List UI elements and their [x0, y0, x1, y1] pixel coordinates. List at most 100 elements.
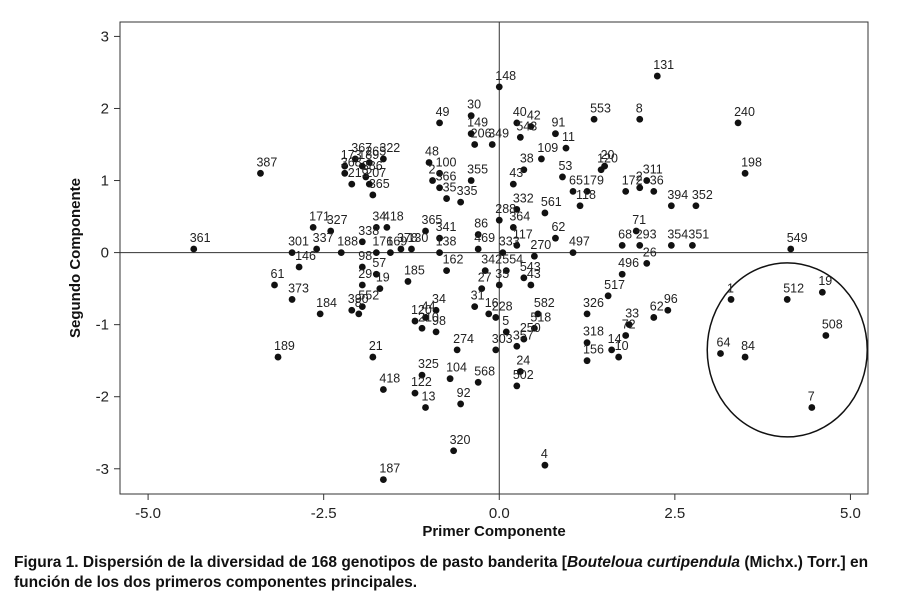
data-point: [365, 180, 373, 188]
point-label: 219: [348, 166, 369, 180]
point-label: 365: [369, 177, 390, 191]
data-point: [653, 72, 661, 80]
data-point: [422, 227, 429, 235]
point-label: 148: [495, 69, 516, 83]
data-point: [601, 162, 609, 170]
data-point: [692, 202, 700, 210]
point-label: 327: [327, 213, 348, 227]
data-point: [436, 184, 443, 192]
point-label: 354: [667, 227, 688, 241]
point-label: 29: [358, 267, 372, 281]
point-label: 387: [256, 155, 277, 169]
data-point: [474, 378, 482, 386]
y-tick-label: 3: [101, 28, 109, 45]
data-point: [618, 270, 626, 278]
point-label: 335: [457, 184, 478, 198]
x-axis-title: Primer Componente: [422, 523, 565, 540]
point-label: 2: [429, 163, 436, 177]
data-point: [530, 324, 538, 332]
point-label: 130: [407, 231, 428, 245]
data-point: [348, 180, 356, 188]
point-label: 198: [741, 155, 762, 169]
data-point: [583, 310, 591, 318]
point-label: 293: [636, 227, 657, 241]
data-point: [443, 195, 450, 202]
data-point: [411, 317, 419, 325]
data-point: [288, 249, 296, 256]
point-label: 582: [534, 296, 555, 310]
data-point: [664, 306, 672, 314]
data-point: [379, 155, 387, 163]
data-point: [425, 159, 433, 166]
data-point: [552, 130, 559, 138]
point-label: 72: [622, 317, 636, 331]
highlight-ellipse: [706, 262, 868, 438]
point-label: 552: [358, 289, 379, 303]
data-point: [436, 234, 443, 242]
data-point: [337, 249, 345, 256]
data-point: [379, 386, 387, 393]
point-label: 549: [787, 231, 808, 245]
point-label: 86: [474, 217, 488, 231]
point-label: 35: [443, 181, 457, 195]
data-point: [372, 249, 380, 256]
data-point: [358, 162, 366, 170]
data-point: [358, 238, 366, 246]
point-label: 364: [509, 209, 530, 223]
data-point: [418, 371, 426, 379]
x-tick-label: -5.0: [135, 505, 161, 522]
point-label: 288: [495, 202, 516, 216]
data-point: [467, 130, 475, 138]
data-point: [358, 303, 366, 311]
data-point: [436, 249, 443, 256]
data-point: [446, 375, 454, 383]
data-point: [274, 353, 282, 361]
data-point: [534, 310, 542, 318]
data-point: [520, 274, 528, 282]
point-label: 8: [636, 101, 643, 115]
y-tick-label: 0: [101, 245, 109, 262]
data-point: [309, 223, 317, 231]
point-label: 322: [379, 141, 400, 155]
point-label: 40: [513, 105, 527, 119]
data-point: [429, 177, 436, 184]
data-point: [808, 404, 816, 411]
x-tick-label: 5.0: [840, 505, 861, 522]
data-point: [471, 303, 479, 311]
data-point: [636, 184, 644, 192]
data-point: [481, 267, 489, 275]
point-label: 156: [583, 343, 604, 357]
data-point: [288, 296, 296, 303]
point-label: 508: [822, 317, 843, 331]
point-label: 49: [436, 105, 450, 119]
data-point: [583, 187, 591, 195]
point-label: 91: [551, 116, 565, 130]
data-point: [643, 177, 651, 184]
data-point: [513, 241, 521, 249]
data-point: [418, 324, 426, 332]
point-label: 42: [527, 108, 541, 122]
point-label: 554: [502, 253, 523, 267]
point-label: 373: [288, 281, 309, 295]
point-label: 1: [727, 281, 734, 295]
point-label: 352: [692, 188, 713, 202]
data-point: [516, 368, 524, 375]
data-point: [383, 223, 391, 231]
point-label: 228: [492, 299, 513, 313]
data-point: [741, 353, 749, 361]
caption-prefix: Figura 1. Dispersión de la diversidad de…: [14, 554, 567, 571]
point-label: 33: [625, 307, 639, 321]
data-point: [502, 267, 510, 275]
data-point: [667, 202, 675, 210]
point-label: 355: [467, 163, 488, 177]
point-label: 386: [362, 159, 383, 173]
point-label: 92: [457, 386, 471, 400]
point-label: 36: [650, 173, 664, 187]
point-label: 169: [386, 235, 407, 249]
data-point: [650, 314, 658, 321]
data-point: [295, 263, 303, 271]
data-point: [492, 314, 500, 321]
point-label: 62: [650, 299, 664, 313]
data-point: [562, 144, 570, 152]
data-point: [411, 389, 419, 397]
